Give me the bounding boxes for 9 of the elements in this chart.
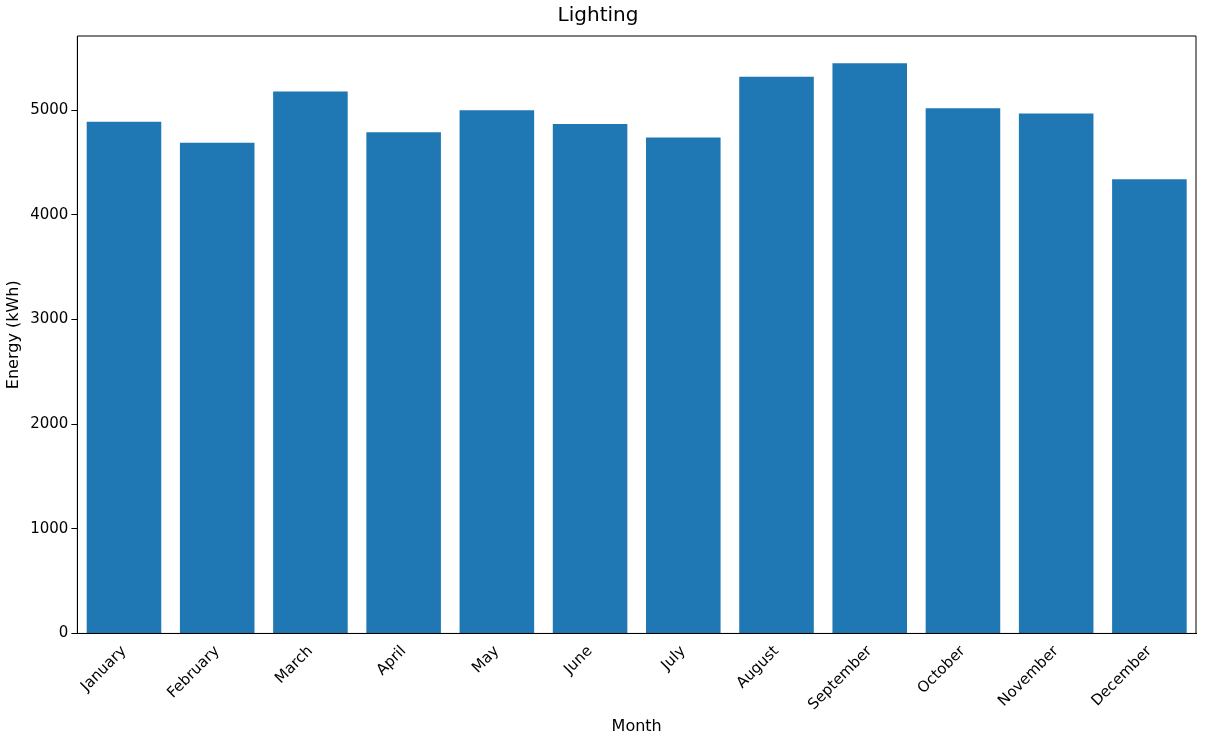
y-tick-label: 0 — [58, 623, 69, 642]
y-axis-title: Energy (kWh) — [2, 280, 22, 390]
y-tick-label: 5000 — [30, 100, 69, 119]
y-tick-label: 4000 — [30, 204, 69, 223]
y-tick-label: 2000 — [30, 414, 69, 433]
chart-title: Lighting — [557, 2, 639, 27]
y-tick-label: 3000 — [30, 309, 69, 328]
x-axis-title: Month — [611, 715, 662, 735]
y-tick-label: 1000 — [30, 518, 69, 537]
